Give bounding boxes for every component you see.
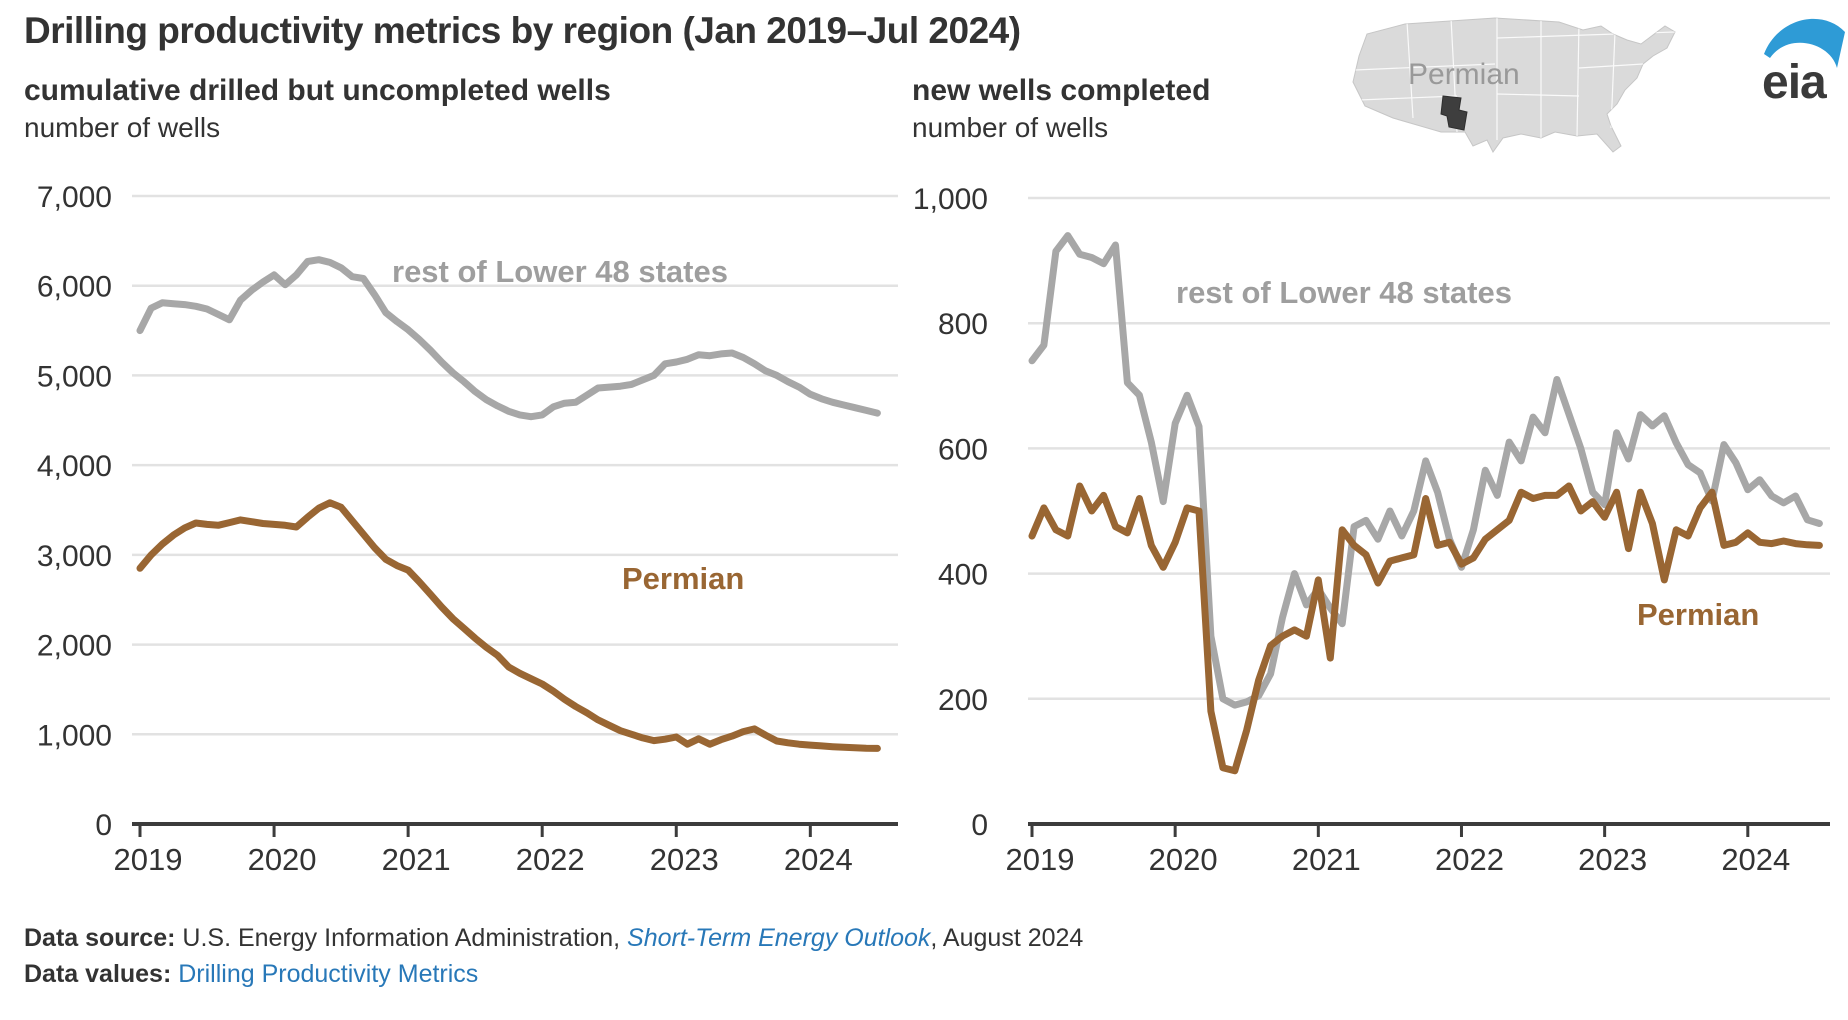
x-tick-label: 2022: [1435, 842, 1504, 877]
drilling-productivity-metrics-link[interactable]: Drilling Productivity Metrics: [178, 960, 479, 988]
right-series-label-permian: Permian: [1637, 597, 1760, 632]
x-tick-label: 2019: [114, 842, 183, 877]
x-tick-label: 2023: [1578, 842, 1647, 877]
x-tick-label: 2021: [382, 842, 451, 877]
eia-logo-text: eia: [1762, 56, 1827, 106]
duc-chart-svg: 0 1,000 2,000 3,000 4,000 5,000 6,000 7,000 2019…: [37, 181, 898, 877]
left-chart-region: 0 1,000 2,000 3,000 4,000 5,000 6,000 7,000 2019…: [0, 150, 910, 890]
x-tick-label: 2021: [1292, 842, 1361, 877]
y-tick-label: 0: [95, 809, 112, 842]
right-chart-title: new wells completed: [912, 74, 1211, 107]
y-tick-label: 5,000: [37, 360, 112, 393]
series-line-permian: [1028, 482, 1823, 775]
y-tick-label: 2,000: [37, 630, 112, 663]
x-tick-label: 2024: [784, 842, 853, 877]
y-tick-label: 1,000: [37, 719, 112, 752]
map-region-label: Permian: [1408, 58, 1520, 91]
permian-region-shape: [1440, 95, 1468, 131]
us-map: [1345, 4, 1705, 156]
series-line-permian: [136, 499, 881, 752]
left-series-label-rest-of-lower-48: rest of Lower 48 states: [392, 254, 728, 289]
x-tick-label: 2024: [1721, 842, 1790, 877]
us-map-graphic: [1352, 17, 1676, 153]
x-tick-label: 2020: [1149, 842, 1218, 877]
x-tick-label: 2019: [1006, 842, 1075, 877]
y-tick-label: 200: [938, 684, 988, 717]
y-tick-label: 600: [938, 433, 988, 466]
data-source-suffix: , August 2024: [930, 924, 1084, 952]
left-chart-title: cumulative drilled but uncompleted wells: [24, 74, 611, 107]
y-tick-label: 0: [971, 809, 988, 842]
eia-logo-swoosh-icon: [1764, 18, 1845, 68]
y-tick-label: 7,000: [37, 181, 112, 214]
left-series-label-permian: Permian: [622, 561, 745, 596]
page-title: Drilling productivity metrics by region …: [24, 10, 1021, 51]
y-tick-label: 4,000: [37, 450, 112, 483]
x-tick-label: 2022: [516, 842, 585, 877]
left-chart-unit-label: number of wells: [24, 112, 221, 143]
eia-logo-graphic: eia: [1762, 18, 1845, 109]
y-tick-label: 1,000: [913, 183, 988, 216]
series-line-rest-of-lower-48-states: [1028, 232, 1823, 709]
eia-logo: eia: [1760, 10, 1848, 109]
series-line-rest-of-lower-48-states: [136, 256, 881, 421]
data-values-label: Data values:: [24, 960, 172, 988]
y-tick-label: 6,000: [37, 271, 112, 304]
data-source-label: Data source:: [24, 924, 176, 952]
data-values-line: Data values: Drilling Productivity Metri…: [24, 960, 478, 989]
completions-chart-svg: 0 200 400 600 800 1,000 2019 2020 2021 2022 2023 20…: [913, 183, 1830, 877]
x-tick-label: 2023: [650, 842, 719, 877]
data-source-line: Data source: U.S. Energy Information Adm…: [24, 924, 1083, 953]
steo-link[interactable]: Short-Term Energy Outlook: [627, 924, 931, 952]
right-chart-region: 0 200 400 600 800 1,000 2019 2020 2021 2022 2023 20…: [900, 150, 1848, 890]
y-tick-label: 3,000: [37, 540, 112, 573]
data-source-text: U.S. Energy Information Administration,: [175, 924, 628, 952]
right-chart-unit-label: number of wells: [912, 112, 1109, 143]
y-tick-label: 400: [938, 559, 988, 592]
y-tick-label: 800: [938, 308, 988, 341]
x-tick-label: 2020: [248, 842, 317, 877]
right-series-label-rest-of-lower-48: rest of Lower 48 states: [1176, 275, 1512, 310]
